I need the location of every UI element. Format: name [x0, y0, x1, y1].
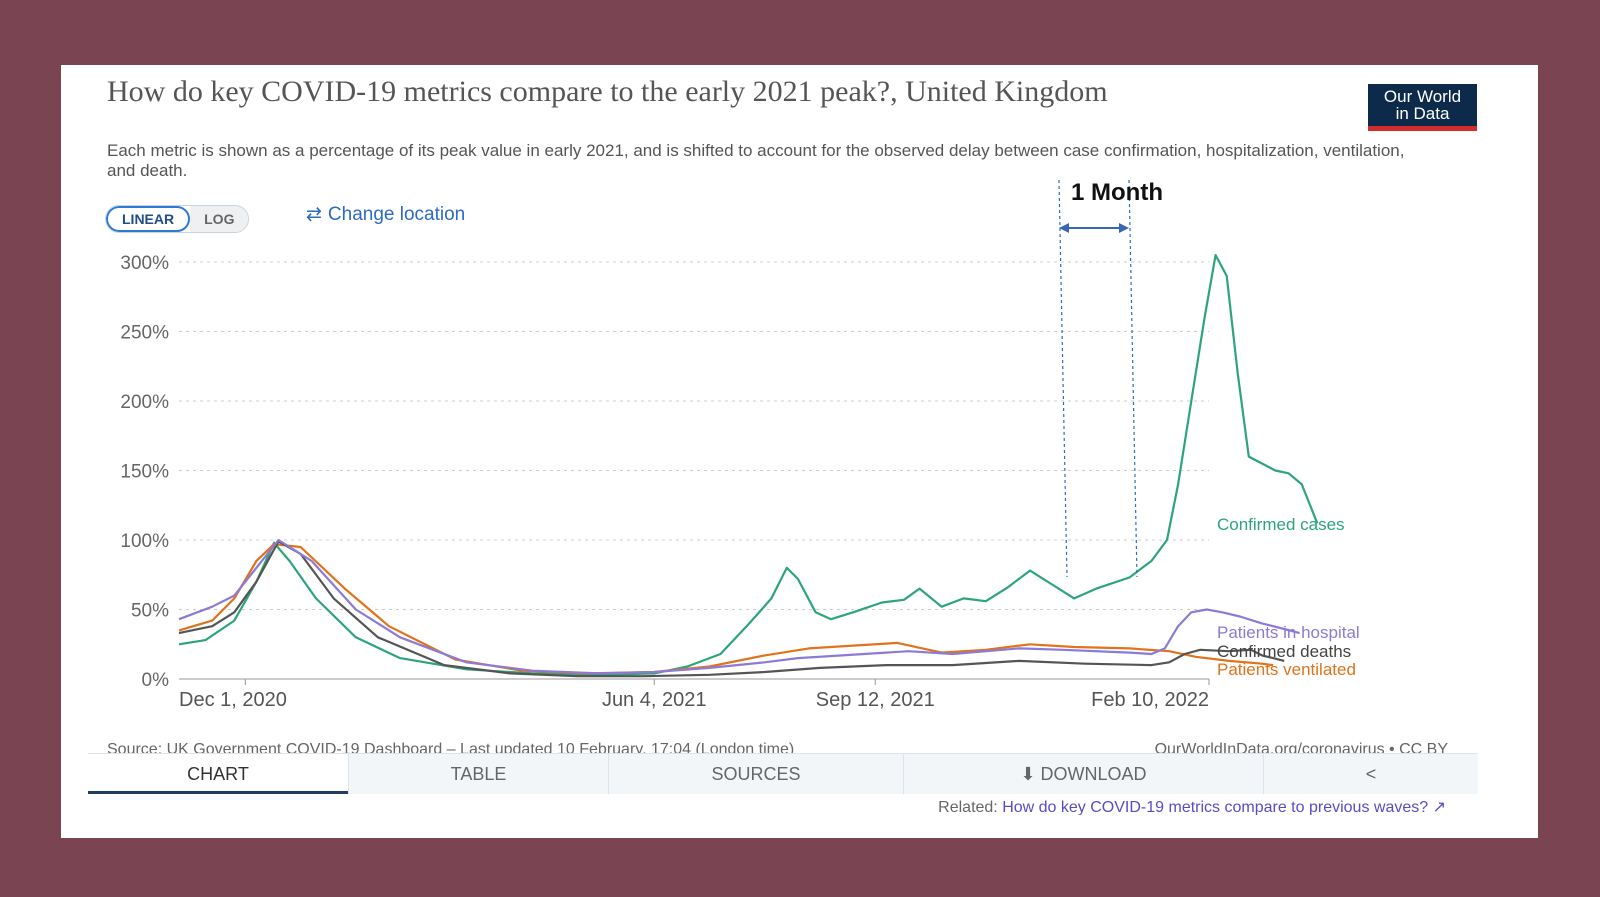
annotation-label: 1 Month [1071, 179, 1163, 206]
y-tick-label: 50% [131, 601, 169, 622]
annotation-right-line [1128, 179, 1138, 578]
related-link[interactable]: How do key COVID-19 metrics compare to p… [1002, 799, 1429, 815]
tab-share[interactable]: < [1263, 754, 1478, 794]
x-tick-label: Dec 1, 2020 [179, 689, 287, 711]
series-line-ventilated [178, 543, 1274, 675]
line-chart: 0% 50% 100% 150% 200% 250% 300% Dec 1, 2020 Jun… [120, 179, 1360, 711]
series-label-cases: Confirmed cases [1217, 515, 1345, 534]
y-tick-label: 150% [120, 462, 169, 483]
chart-subtitle: Each metric is shown as a percentage of … [107, 141, 1405, 180]
share-icon: < [1365, 764, 1377, 784]
scale-toggle[interactable]: LINEAR LOG [105, 205, 250, 233]
logo-line1: Our World [1383, 87, 1462, 106]
series-line-cases [178, 254, 1319, 676]
change-location-label: Change location [327, 203, 466, 225]
series-labels: Confirmed cases Patients in hospitalConfi… [1217, 515, 1360, 679]
owid-logo[interactable]: Our World in Data [1368, 84, 1477, 131]
x-tick-label: Sep 12, 2021 [816, 689, 935, 711]
swap-arrows-icon: ⇄ [306, 204, 322, 225]
chart-title: How do key COVID-19 metrics compare to t… [107, 75, 1108, 108]
one-month-annotation: 1 Month [1058, 179, 1163, 578]
tab-table[interactable]: TABLE [348, 754, 608, 794]
series-line-deaths [178, 540, 1285, 678]
series-label-deaths: Confirmed deaths [1217, 642, 1351, 661]
series-lines [178, 254, 1319, 678]
logo-line2: in Data [1395, 104, 1450, 123]
tab-chart[interactable]: CHART [88, 754, 348, 794]
y-tick-label: 300% [120, 253, 169, 274]
y-tick-label: 250% [120, 323, 169, 344]
chart-card: How do key COVID-19 metrics compare to t… [61, 65, 1538, 838]
y-tick-label: 200% [120, 392, 169, 413]
download-label: DOWNLOAD [1040, 764, 1147, 784]
external-link-icon: ↗ [1432, 799, 1446, 815]
related-link-row: Related: How do key COVID-19 metrics com… [938, 797, 1446, 815]
y-tick-label: 0% [142, 670, 170, 691]
x-tick-label: Feb 10, 2022 [1091, 689, 1209, 711]
related-label: Related: [938, 799, 998, 815]
y-tick-label: 100% [120, 531, 169, 552]
linear-button[interactable]: LINEAR [106, 206, 191, 232]
x-axis: Dec 1, 2020 Jun 4, 2021 Sep 12, 2021 Feb 10… [179, 678, 1210, 711]
change-location-button[interactable]: ⇄ Change location [306, 203, 465, 226]
tab-sources[interactable]: SOURCES [608, 754, 903, 794]
annotation-arrow-left-head [1059, 223, 1069, 233]
tab-download[interactable]: ⬇ DOWNLOAD [903, 754, 1263, 794]
chart-tabs: CHART TABLE SOURCES ⬇ DOWNLOAD < [88, 753, 1478, 794]
annotation-left-line [1058, 179, 1068, 578]
series-line-hospital [178, 538, 1300, 675]
annotation-arrow-right-head [1119, 223, 1129, 233]
x-tick-label: Jun 4, 2021 [602, 689, 707, 711]
download-icon: ⬇ [1020, 764, 1036, 784]
series-label-ventilated: Patients ventilated [1217, 660, 1356, 679]
log-button[interactable]: LOG [190, 206, 249, 232]
y-axis-ticks: 0% 50% 100% 150% 200% 250% 300% [120, 253, 169, 691]
grid-lines [179, 261, 1209, 610]
series-label-hospital: Patients in hospital [1217, 623, 1360, 642]
